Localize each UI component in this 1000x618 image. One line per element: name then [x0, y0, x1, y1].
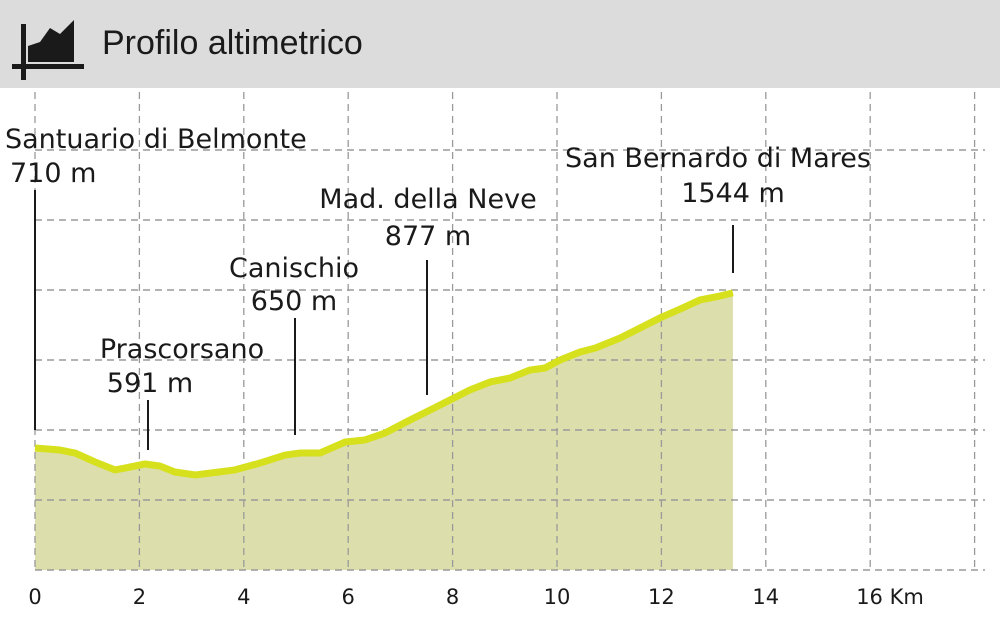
x-tick-label: 12 — [648, 585, 675, 609]
x-tick-label: 0 — [28, 585, 41, 609]
waypoint-elevation: 710 m — [10, 158, 96, 189]
waypoint-elevation: 877 m — [385, 221, 471, 252]
x-tick-label: 14 — [752, 585, 779, 609]
x-tick-label: 6 — [342, 585, 355, 609]
x-tick-label: 10 — [544, 585, 571, 609]
waypoint-elevation: 1544 m — [681, 178, 785, 209]
waypoint-name: Canischio — [229, 253, 359, 284]
page-title: Profilo altimetrico — [102, 24, 363, 62]
waypoint-name: Santuario di Belmonte — [5, 124, 307, 155]
x-tick-label: 8 — [446, 585, 459, 609]
x-tick-label: 16 Km — [856, 585, 924, 609]
elevation-profile-icon — [12, 20, 84, 80]
header-bar: Profilo altimetrico — [0, 0, 1000, 88]
x-tick-label: 4 — [237, 585, 250, 609]
waypoint-name: Prascorsano — [100, 334, 264, 365]
profile-line — [34, 289, 734, 479]
x-tick-label: 2 — [133, 585, 146, 609]
waypoint-name: Mad. della Neve — [319, 184, 536, 215]
waypoint-elevation: 591 m — [107, 368, 193, 399]
waypoint-elevation: 650 m — [251, 286, 337, 317]
waypoint-name: San Bernardo di Mares — [565, 143, 871, 174]
